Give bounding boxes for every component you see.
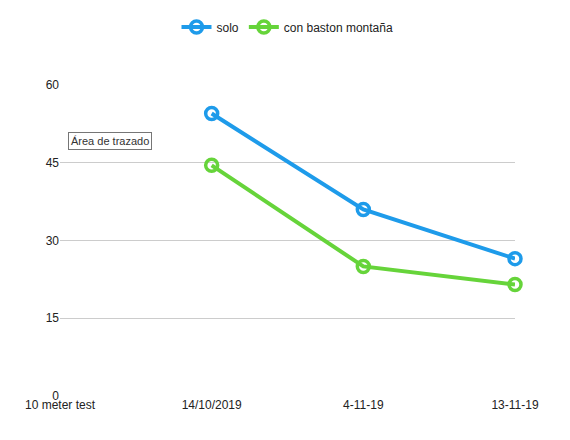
svg-text:4-11-19: 4-11-19	[343, 398, 384, 412]
svg-text:10 meter test: 10 meter test	[25, 398, 96, 412]
svg-text:solo: solo	[217, 21, 239, 35]
svg-text:15: 15	[46, 311, 60, 325]
svg-text:Área de trazado: Área de trazado	[71, 135, 149, 147]
svg-text:60: 60	[46, 78, 60, 92]
svg-text:14/10/2019: 14/10/2019	[182, 398, 242, 412]
svg-text:13-11-19: 13-11-19	[491, 398, 538, 412]
svg-text:con baston montaña: con baston montaña	[284, 21, 393, 35]
svg-text:45: 45	[46, 156, 60, 170]
svg-text:30: 30	[46, 234, 60, 248]
svg-text:0: 0	[52, 389, 59, 403]
